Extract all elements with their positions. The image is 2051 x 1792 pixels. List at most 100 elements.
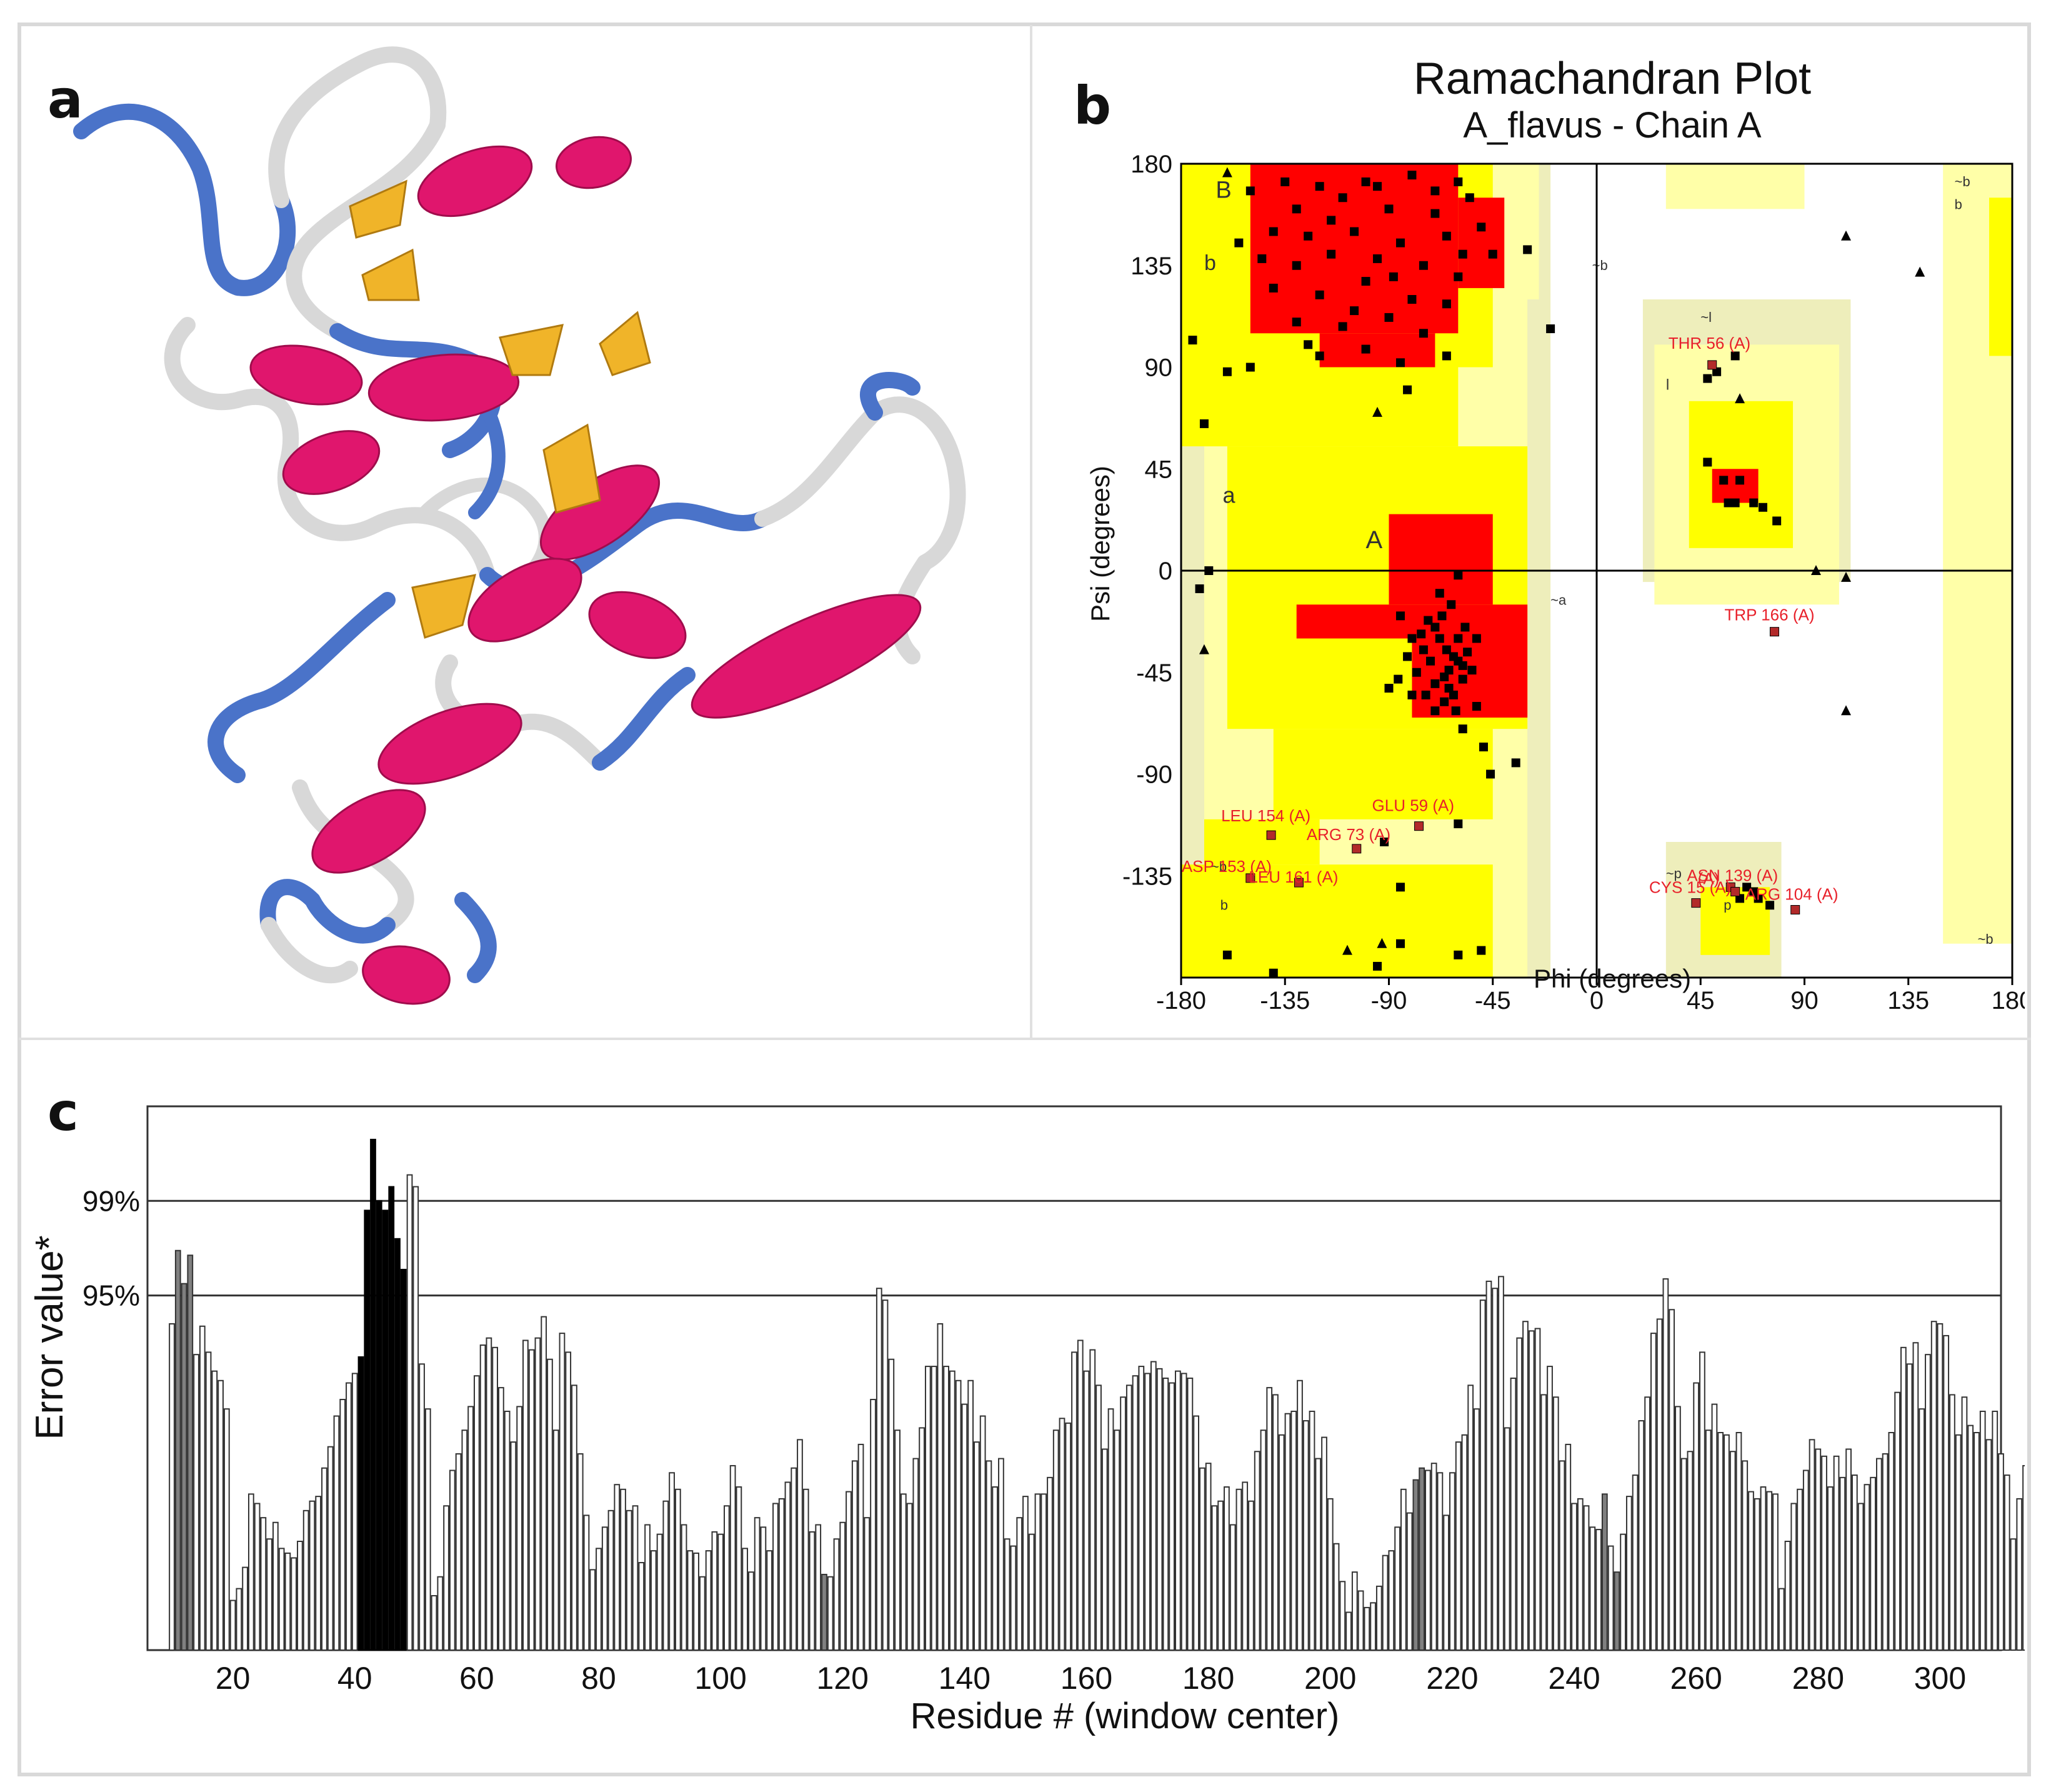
err-bar: [839, 1521, 846, 1651]
err-bar: [1351, 1571, 1358, 1651]
rama-region-label: ~p: [1666, 866, 1682, 881]
err-bar: [1101, 1448, 1108, 1651]
rama-point: [1327, 216, 1336, 225]
err-bar: [1943, 1334, 1950, 1651]
err-bar: [1748, 1491, 1754, 1651]
rama-point: [1458, 674, 1467, 684]
helix-8: [588, 591, 687, 659]
err-bar: [1711, 1403, 1718, 1651]
rama-point: [1759, 503, 1767, 512]
err-bar: [1656, 1318, 1663, 1651]
err-bar: [876, 1288, 882, 1651]
err-bar: [1772, 1493, 1779, 1651]
err-x-tick: 120: [817, 1661, 869, 1696]
err-bar: [1370, 1602, 1376, 1651]
err-bar: [596, 1548, 602, 1651]
rama-region-label: ~l: [1700, 309, 1712, 325]
err-bar: [937, 1323, 944, 1651]
helix-3: [249, 344, 363, 406]
err-bar: [1400, 1488, 1407, 1651]
err-ylabel: Error value*: [28, 1235, 71, 1439]
strand-3: [499, 324, 564, 376]
err-bar: [1309, 1410, 1315, 1651]
err-bar: [1315, 1458, 1322, 1651]
rama-point: [1304, 231, 1313, 241]
err-bar: [815, 1524, 822, 1651]
err-bar: [2022, 1464, 2025, 1651]
err-bar: [1540, 1394, 1547, 1651]
err-bar: [705, 1550, 712, 1651]
err-bar: [656, 1533, 663, 1651]
err-bar: [1425, 1469, 1431, 1651]
rama-point: [1389, 272, 1398, 281]
rama-point: [1458, 249, 1467, 259]
err-bar: [467, 1406, 474, 1651]
err-bar: [449, 1469, 456, 1651]
err-bar: [1827, 1486, 1834, 1651]
strand-5: [542, 423, 601, 514]
helix-4: [367, 353, 520, 422]
err-xlabel: Residue # (window center): [911, 1696, 1340, 1736]
err-bar: [699, 1576, 706, 1651]
err-bar: [772, 1503, 779, 1651]
err-bar: [1534, 1328, 1541, 1651]
rama-point: [1338, 193, 1347, 203]
rama-point: [1472, 702, 1481, 711]
err-bar: [870, 1399, 876, 1651]
rama-point: [1304, 340, 1313, 349]
err-bar: [492, 1346, 499, 1651]
rama-point: [1361, 277, 1370, 286]
rama-y-tick: -135: [1122, 863, 1172, 890]
err-bar: [1985, 1439, 1992, 1651]
err-bar: [1802, 1469, 1809, 1651]
rama-point: [1292, 261, 1301, 270]
rama-point: [1315, 351, 1324, 361]
err-bar-mid: [174, 1249, 181, 1651]
figure-frame: [17, 23, 2031, 1776]
err-bar: [2010, 1538, 2017, 1651]
err-bar: [1821, 1455, 1827, 1651]
err-bar: [687, 1550, 694, 1651]
rama-point: [1395, 883, 1405, 892]
rama-point: [1447, 600, 1456, 609]
rama-point: [1754, 894, 1763, 903]
err-bar: [1565, 1443, 1572, 1651]
helix-11: [311, 789, 426, 874]
err-bar: [1552, 1396, 1559, 1651]
err-bar-high: [388, 1186, 395, 1651]
rama-point: [1430, 706, 1440, 716]
err-bar: [1449, 1472, 1455, 1651]
err-bar: [1321, 1436, 1327, 1651]
err-x-tick: 160: [1060, 1661, 1112, 1696]
err-bar: [1339, 1581, 1346, 1651]
err-bar: [1169, 1382, 1175, 1651]
err-bar: [577, 1453, 584, 1651]
protein-structure-cartoon: [73, 46, 966, 1005]
rama-point: [1373, 254, 1382, 263]
err-bar: [1217, 1500, 1224, 1651]
err-bar: [778, 1498, 785, 1651]
rama-region-label: ~b: [1211, 859, 1227, 874]
rama-point: [1467, 666, 1477, 675]
err-bar: [1254, 1451, 1260, 1651]
rama-labeled-point: [1769, 627, 1779, 637]
rama-point: [1395, 939, 1405, 948]
rama-core-b-1: [1250, 164, 1459, 334]
err-bar: [1364, 1606, 1370, 1651]
err-bar: [1205, 1463, 1212, 1651]
err-x-tick: 100: [694, 1661, 746, 1696]
err-bar: [552, 1429, 559, 1651]
err-bar: [1693, 1382, 1700, 1651]
rama-point: [1454, 571, 1463, 580]
err-bar: [1437, 1472, 1444, 1651]
rama-point: [1430, 623, 1440, 632]
err-bar: [455, 1453, 462, 1651]
err-bar-high: [382, 1209, 389, 1651]
err-bar: [1547, 1366, 1553, 1651]
rama-point: [1463, 648, 1472, 657]
err-bar: [1089, 1349, 1096, 1651]
err-bar: [1583, 1505, 1590, 1651]
loop-blue-8: [454, 892, 497, 983]
rama-point: [1444, 666, 1454, 675]
err-bar: [717, 1533, 724, 1651]
